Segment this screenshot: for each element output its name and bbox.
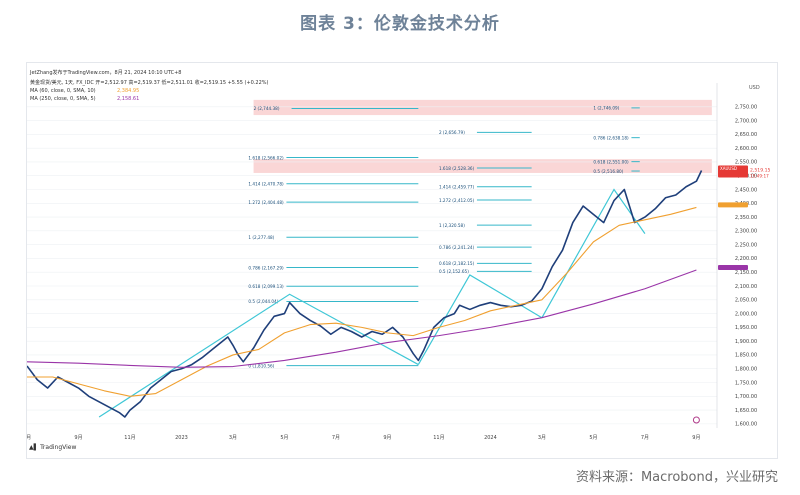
y-tick-label: 2,300.00 xyxy=(735,229,757,235)
fib-level-label: 0 (1,810.56) xyxy=(248,363,274,368)
price-tag-time: 15:49:17 xyxy=(750,173,769,178)
fib-level-label: 0.5 (2,152.65) xyxy=(439,269,469,274)
source-note: 资料来源：Macrobond，兴业研究 xyxy=(575,470,778,485)
y-tick-label: 1,800.00 xyxy=(735,367,757,373)
zone-2744 xyxy=(253,99,712,116)
series-ma60 xyxy=(27,206,697,397)
chart-symbol-line: 黄金现货/美元, 1天, FX_IDC 开=2,512.97 高=2,519.3… xyxy=(30,79,269,86)
fib-level-label: 1.618 (2,566.02) xyxy=(248,155,284,160)
x-tick-label: 9月 xyxy=(692,435,700,441)
y-tick-label: 2,150.00 xyxy=(735,270,757,276)
fib-level-label: 0.618 (2,182.15) xyxy=(439,261,475,266)
fib-level-label: 0.5 (2,516.80) xyxy=(593,169,623,174)
fib-level-label: 0.618 (2,099.13) xyxy=(248,284,284,289)
x-tick-label: 7月 xyxy=(641,435,649,441)
x-tick-label: 11月 xyxy=(433,435,444,441)
price-tag-value: 2,519.15 xyxy=(750,167,771,173)
chart-user-line: JetZhang发布于TradingView.com，8月 21, 2024 1… xyxy=(29,69,181,76)
fib-level-label: 0.5 (2,044.04) xyxy=(248,299,278,304)
series-price xyxy=(27,170,703,418)
y-tick-label: 1,850.00 xyxy=(735,353,757,359)
x-tick-label: 9月 xyxy=(383,435,391,441)
fib-level-label: 0.786 (2,167.29) xyxy=(248,265,284,270)
ma250-legend-value: 2,158.61 xyxy=(117,96,139,102)
y-tick-label: 2,550.00 xyxy=(735,160,757,166)
y-tick-label: 2,700.00 xyxy=(735,118,757,124)
ma250-legend-label: MA (250, close, 0, SMA, 5) xyxy=(30,96,96,102)
fib-level-label: 2 (2,744.38) xyxy=(254,106,280,111)
price-tag-2 xyxy=(718,265,748,271)
currency-label: USD xyxy=(749,85,760,91)
fib-level-label: 1.272 (2,412.05) xyxy=(439,198,475,203)
x-tick-label: 3月 xyxy=(229,435,237,441)
y-tick-label: 2,250.00 xyxy=(735,242,757,248)
series-ma250 xyxy=(27,269,697,368)
price-chart: JetZhang发布于TradingView.com，8月 21, 2024 1… xyxy=(27,69,771,441)
tradingview-logo: ▲▌ TradingView xyxy=(29,444,76,451)
y-tick-label: 2,100.00 xyxy=(735,284,757,290)
zone-2520 xyxy=(253,159,712,173)
ma60-legend-value: 2,384.95 xyxy=(117,88,139,94)
y-tick-label: 1,700.00 xyxy=(735,394,757,400)
y-tick-label: 2,350.00 xyxy=(735,215,757,221)
y-tick-label: 2,200.00 xyxy=(735,256,757,262)
fib-level-label: 1.618 (2,528.36) xyxy=(439,166,475,171)
y-tick-label: 1,950.00 xyxy=(735,325,757,331)
wave-2022 xyxy=(98,293,419,418)
alert-marker-icon xyxy=(692,416,700,424)
x-tick-label: 7月 xyxy=(332,435,340,441)
x-tick-label: 7月 xyxy=(27,435,31,441)
fib-level-label: 1 (2,746.09) xyxy=(593,106,619,111)
fib-level-label: 1 (2,277.48) xyxy=(248,235,274,240)
price-tag-symbol: XAUUSD xyxy=(720,166,737,171)
y-tick-label: 1,650.00 xyxy=(735,408,757,414)
x-tick-label: 5月 xyxy=(589,435,597,441)
ma60-legend-label: MA (60, close, 0, SMA, 10) xyxy=(30,88,96,94)
y-tick-label: 1,900.00 xyxy=(735,339,757,345)
y-tick-label: 2,650.00 xyxy=(735,132,757,138)
y-tick-label: 1,750.00 xyxy=(735,380,757,386)
x-tick-label: 3月 xyxy=(538,435,546,441)
y-tick-label: 1,600.00 xyxy=(735,422,757,428)
tradingview-logo-mark: ▲▌ xyxy=(29,444,41,451)
fib-level-label: 0.618 (2,551.00) xyxy=(593,159,629,164)
x-tick-label: 2023 xyxy=(175,435,188,441)
y-tick-label: 2,450.00 xyxy=(735,187,757,193)
fib-level-label: 1.272 (2,404.48) xyxy=(248,200,284,205)
fib-level-label: 1.414 (2,470.78) xyxy=(248,182,284,187)
figure-title: 图表 3：伦敦金技术分析 xyxy=(300,14,500,34)
y-tick-label: 2,600.00 xyxy=(735,146,757,152)
fib-level-label: 0.786 (2,638.18) xyxy=(593,135,629,140)
x-tick-label: 2024 xyxy=(484,435,497,441)
fib-level-label: 1 (2,320.58) xyxy=(439,223,465,228)
tradingview-logo-text: TradingView xyxy=(40,444,77,451)
x-tick-label: 5月 xyxy=(280,435,288,441)
fib-level-label: 2 (2,656.79) xyxy=(439,130,465,135)
wave-2024 xyxy=(541,188,646,319)
y-tick-label: 2,000.00 xyxy=(735,311,757,317)
y-tick-label: 2,750.00 xyxy=(735,105,757,111)
fib-level-label: 1.414 (2,459.77) xyxy=(439,185,475,190)
fib-level-label: 0.786 (2,241.24) xyxy=(439,245,475,250)
price-tag-1 xyxy=(718,202,748,208)
wave-2023 xyxy=(417,274,543,365)
chart-panel: JetZhang发布于TradingView.com，8月 21, 2024 1… xyxy=(26,62,778,459)
x-tick-label: 9月 xyxy=(74,435,82,441)
y-tick-label: 2,050.00 xyxy=(735,298,757,304)
price-tag-0 xyxy=(718,165,748,178)
x-tick-label: 11月 xyxy=(124,435,135,441)
